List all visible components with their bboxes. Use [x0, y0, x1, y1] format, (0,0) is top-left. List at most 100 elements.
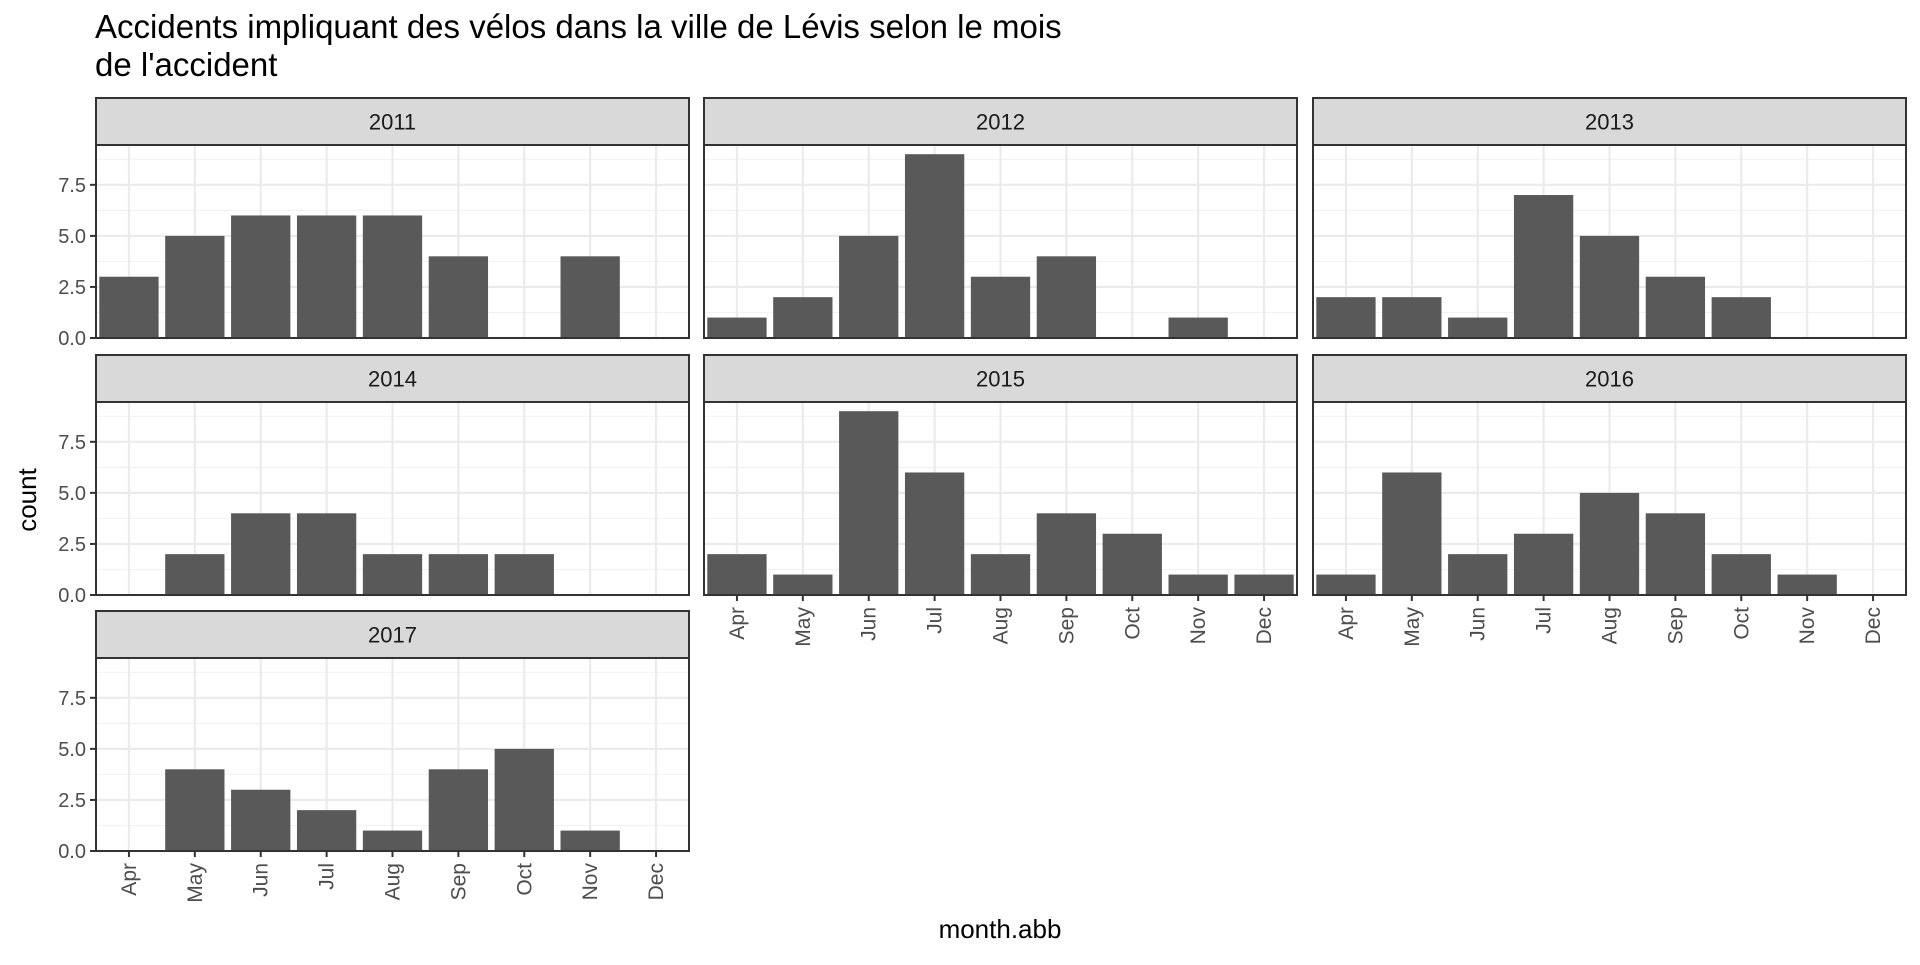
- panel-2015-x-tick-label: May: [792, 607, 815, 647]
- panel-2012-bar-may: [773, 297, 833, 338]
- panel-2014-bar-sep: [428, 554, 489, 595]
- panel-2015-x-tick-label: Jul: [924, 607, 947, 634]
- panel-2016-bar-oct: [1711, 554, 1771, 595]
- panel-2013-strip: [1312, 97, 1907, 146]
- panel-2016-x-tick-label: Jun: [1467, 607, 1490, 641]
- y-axis-title: count: [12, 467, 42, 531]
- panel-2016-bar-jun: [1448, 554, 1508, 595]
- panels-layer: 2011 0.0 2.5 5.0 7.5 2012 2013 2014 0.0 2.5 5.0 7.5…: [58, 97, 1907, 903]
- panel-2012-strip-label: 2012: [976, 110, 1025, 135]
- panel-2016-bar-jul: [1513, 533, 1574, 595]
- panel-2017-y-tick-label: 7.5: [58, 688, 86, 710]
- panel-2014-bar-may: [165, 554, 225, 595]
- panel-2014-bar-oct: [494, 554, 554, 595]
- panel-2017-x-tick-label: Nov: [579, 863, 602, 901]
- panel-2016-bar-sep: [1645, 513, 1706, 595]
- panel-2017-x-tick-label: Jun: [250, 863, 273, 897]
- panel-2012: 2012: [703, 97, 1298, 340]
- panel-2011-strip-label: 2011: [369, 110, 416, 135]
- panel-2011-bar-aug: [362, 215, 423, 338]
- panel-2011: 2011 0.0 2.5 5.0 7.5: [58, 97, 690, 350]
- panel-2013-bar-sep: [1645, 276, 1706, 338]
- panel-2017-x-tick-label: Sep: [447, 863, 470, 900]
- panel-2015-x-tick-label: Jun: [858, 607, 881, 641]
- panel-2016-x-tick-label: Sep: [1664, 607, 1687, 644]
- panel-2017-x-tick-label: Dec: [645, 863, 668, 900]
- panel-2013-bar-jun: [1448, 317, 1508, 338]
- panel-2015-bar-may: [773, 574, 833, 595]
- panel-2012-bar-jul: [904, 154, 965, 338]
- panel-2014-bar-aug: [362, 554, 423, 595]
- panel-2015: 2015 Apr May Jun Jul Aug Sep Oct Nov Dec: [703, 354, 1298, 647]
- panel-2011-y-tick-label: 7.5: [58, 175, 86, 197]
- panel-2016-strip-label: 2016: [1585, 367, 1634, 392]
- panel-2016-x-tick-label: Apr: [1335, 607, 1358, 640]
- panel-2011-y-tick-label: 2.5: [58, 277, 86, 299]
- panel-2015-bar-apr: [707, 554, 767, 595]
- panel-2017-bar-may: [165, 769, 225, 851]
- x-axis-title: month.abb: [939, 914, 1062, 944]
- panel-2013-bar-jul: [1513, 195, 1574, 338]
- panel-2015-bar-oct: [1102, 533, 1162, 595]
- panel-2014-bar-jun: [231, 513, 291, 595]
- panel-2013-bar-may: [1382, 297, 1442, 338]
- panel-2012-strip: [703, 97, 1298, 146]
- panel-2013-bar-aug: [1579, 235, 1640, 338]
- panel-2015-strip: [703, 354, 1298, 403]
- panel-2016-x-tick-label: Dec: [1862, 607, 1885, 644]
- panel-2016-bar-nov: [1777, 574, 1837, 595]
- panel-2016-x-tick-label: Nov: [1796, 607, 1819, 645]
- panel-2017-y-tick-label: 2.5: [58, 790, 86, 812]
- panel-2014-y-tick-label: 0.0: [58, 585, 86, 607]
- panel-2016-bar-aug: [1579, 492, 1640, 595]
- panel-2017-bar-oct: [494, 748, 554, 851]
- panel-2015-bar-sep: [1036, 513, 1097, 595]
- panel-2011-bar-jul: [296, 215, 357, 338]
- panel-2011-y-tick-label: 0.0: [58, 328, 86, 350]
- panel-2016-x-tick-label: Oct: [1730, 607, 1753, 640]
- panel-2012-bar-apr: [707, 317, 767, 338]
- panel-2012-border: [703, 144, 1298, 339]
- panel-2015-bar-jul: [904, 472, 965, 595]
- panel-2012-bar-jun: [839, 235, 899, 338]
- panel-2017-y-tick-label: 5.0: [58, 739, 86, 761]
- panel-2017-bar-jun: [231, 789, 291, 851]
- panel-2014: 2014 0.0 2.5 5.0 7.5: [58, 354, 690, 607]
- panel-2011-border: [95, 144, 690, 339]
- panel-2015-x-tick-label: Oct: [1121, 607, 1144, 640]
- chart-title-line-2: de l'accident: [95, 46, 277, 83]
- panel-2011-bar-nov: [560, 256, 620, 338]
- panel-2015-x-tick-label: Dec: [1253, 607, 1276, 644]
- panel-2017-x-tick-label: Oct: [513, 863, 536, 896]
- panel-2015-x-tick-label: Apr: [726, 607, 749, 640]
- panel-2013-border: [1312, 144, 1907, 339]
- panel-2016-bar-may: [1382, 472, 1442, 595]
- panel-2011-bar-sep: [428, 256, 489, 338]
- panel-2014-strip: [95, 354, 690, 403]
- panel-2015-x-tick-label: Aug: [990, 607, 1013, 644]
- panel-2017-x-tick-label: Jul: [316, 863, 339, 890]
- panel-2011-y-tick-label: 5.0: [58, 226, 86, 248]
- panel-2013-strip-label: 2013: [1585, 110, 1634, 135]
- panel-2012-bar-aug: [970, 276, 1031, 338]
- panel-2017-strip-label: 2017: [368, 623, 417, 648]
- panel-2017-bar-aug: [362, 830, 423, 851]
- panel-2012-bar-sep: [1036, 256, 1097, 338]
- panel-2013-bar-oct: [1711, 297, 1771, 338]
- panel-2016: 2016 Apr May Jun Jul Aug Sep Oct Nov Dec: [1312, 354, 1907, 647]
- panel-2011-bar-jun: [231, 215, 291, 338]
- panel-2017-bar-jul: [296, 810, 357, 851]
- panel-2011-strip: [95, 97, 690, 146]
- panel-2015-bar-dec: [1234, 574, 1294, 595]
- panel-2016-x-tick-label: May: [1401, 607, 1424, 647]
- panel-2017-bar-sep: [428, 769, 489, 851]
- panel-2015-bar-nov: [1168, 574, 1228, 595]
- panel-2017-x-tick-label: Apr: [118, 863, 141, 896]
- panel-2013-bar-apr: [1316, 297, 1376, 338]
- panel-2016-bar-apr: [1316, 574, 1376, 595]
- panel-2017-y-tick-label: 0.0: [58, 841, 86, 863]
- panel-2012-bar-nov: [1168, 317, 1228, 338]
- panel-2011-bar-may: [165, 235, 225, 338]
